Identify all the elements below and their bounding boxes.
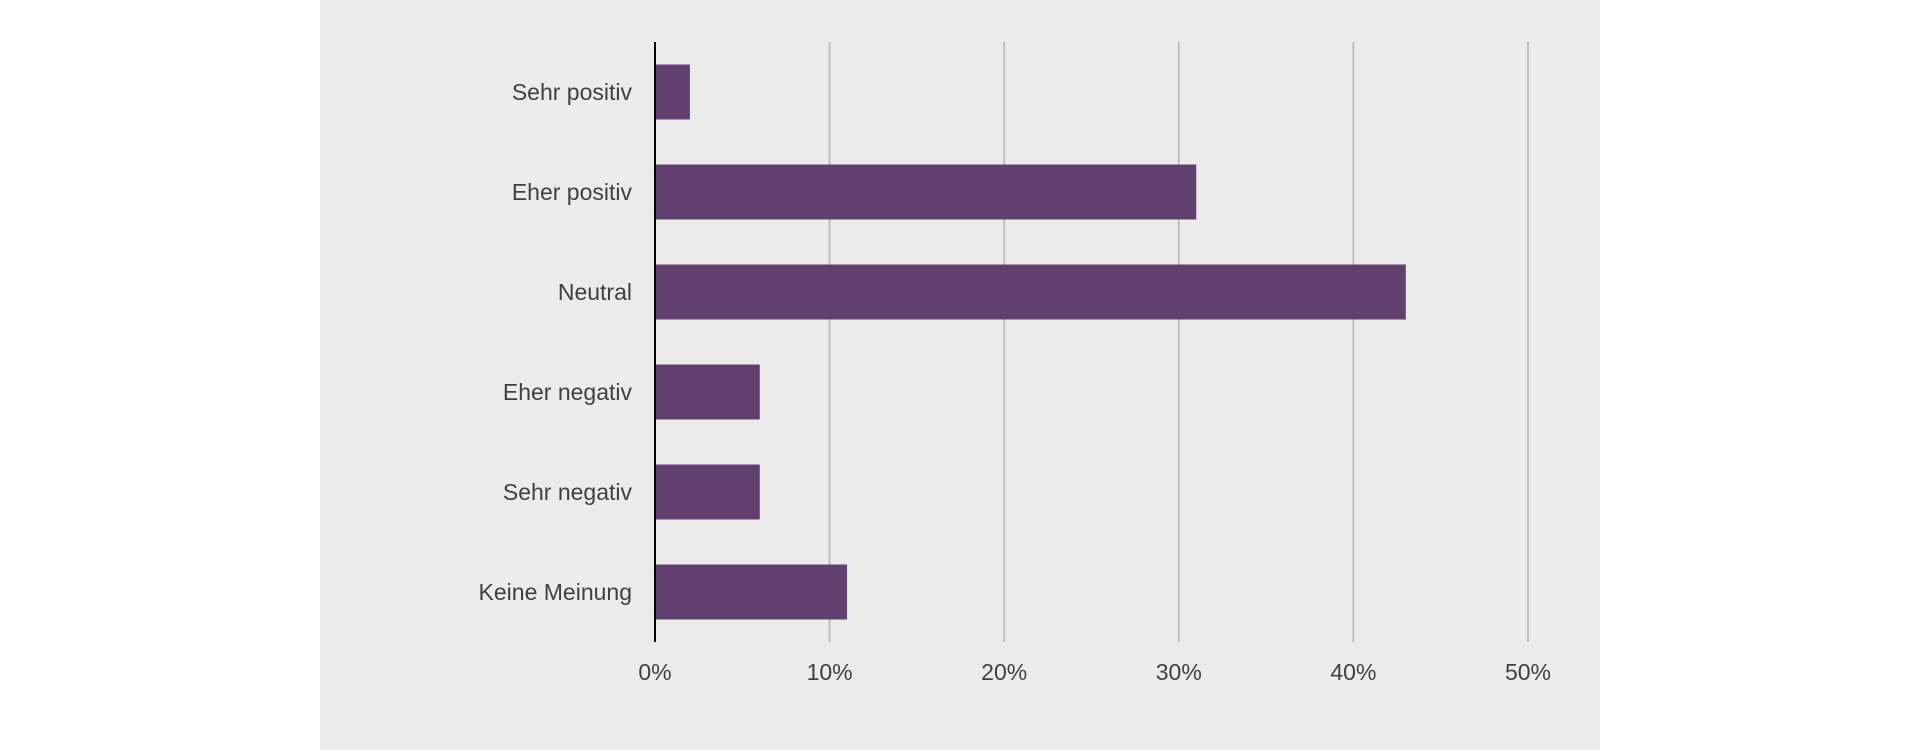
x-tick-label-1: 10% [807, 659, 853, 685]
gridlines [828, 42, 1529, 642]
x-tick-label-4: 40% [1330, 659, 1376, 685]
bars [655, 64, 1406, 620]
category-label-3: Eher negativ [503, 379, 633, 405]
category-label-2: Neutral [558, 279, 632, 305]
category-label-1: Eher positiv [512, 179, 633, 205]
bar-4 [655, 464, 760, 520]
category-label-5: Keine Meinung [479, 579, 632, 605]
category-label-4: Sehr negativ [503, 479, 633, 505]
x-tick-label-0: 0% [638, 659, 671, 685]
category-labels: Sehr positiv Eher positiv Neutral Eher nega… [479, 79, 633, 605]
category-label-0: Sehr positiv [512, 79, 633, 105]
bar-2 [655, 264, 1406, 320]
bar-3 [655, 364, 760, 420]
bar-5 [655, 564, 848, 620]
bar-1 [655, 164, 1197, 220]
bar-0 [655, 64, 690, 120]
bar-chart: Sehr positiv Eher positiv Neutral Eher nega… [320, 0, 1600, 750]
chart-panel: Sehr positiv Eher positiv Neutral Eher nega… [320, 0, 1600, 750]
x-tick-labels: 0% 10% 20% 30% 40% 50% [638, 659, 1551, 685]
x-tick-label-3: 30% [1156, 659, 1202, 685]
x-tick-label-5: 50% [1505, 659, 1551, 685]
x-tick-label-2: 20% [981, 659, 1027, 685]
chart-background [320, 0, 1600, 750]
